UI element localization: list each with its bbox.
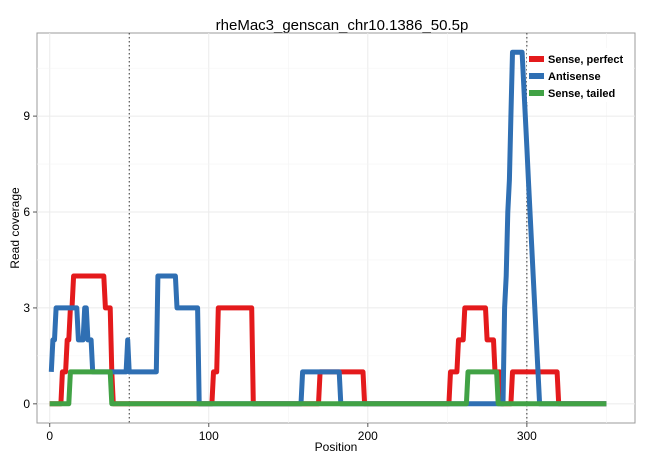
x-axis-label: Position [315, 440, 358, 454]
legend-swatch [529, 73, 544, 79]
x-tick-label: 300 [517, 429, 537, 443]
legend-label: Antisense [548, 71, 601, 83]
x-tick-label: 0 [46, 429, 53, 443]
y-tick-label: 3 [23, 301, 30, 315]
y-axis: 0 3 6 9 [23, 109, 37, 411]
y-tick-label: 6 [23, 205, 30, 219]
legend-label: Sense, tailed [548, 88, 615, 100]
y-tick-label: 9 [23, 109, 30, 123]
x-axis: 0 100 200 300 [46, 423, 537, 443]
x-tick-label: 100 [199, 429, 219, 443]
legend-swatch [529, 90, 544, 96]
chart-title: rheMac3_genscan_chr10.1386_50.5p [216, 17, 469, 34]
series-line [48, 49, 607, 407]
series-group [48, 49, 607, 407]
series-line [49, 369, 607, 407]
legend-background [527, 48, 633, 102]
legend: Sense, perfect Antisense Sense, tailed [527, 48, 633, 102]
y-axis-label: Read coverage [8, 187, 22, 269]
y-tick-label: 0 [23, 397, 30, 411]
x-tick-label: 200 [358, 429, 378, 443]
legend-label: Sense, perfect [548, 54, 624, 66]
legend-swatch [529, 56, 544, 62]
